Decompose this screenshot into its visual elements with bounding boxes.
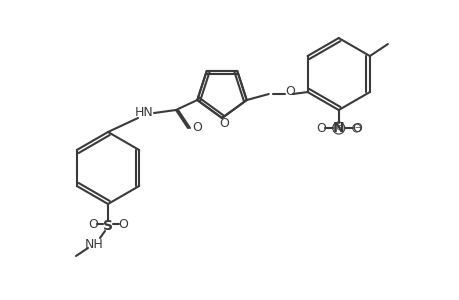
Text: HN: HN xyxy=(134,106,153,118)
Text: O: O xyxy=(284,85,294,98)
Text: NH: NH xyxy=(84,238,103,250)
Text: −: − xyxy=(353,125,359,131)
Text: ⊕: ⊕ xyxy=(335,123,341,132)
Text: N: N xyxy=(332,121,344,135)
Text: O: O xyxy=(351,122,361,134)
Text: O: O xyxy=(315,122,325,134)
Text: O: O xyxy=(118,218,128,230)
Text: O: O xyxy=(88,218,98,230)
Text: O: O xyxy=(218,116,229,130)
Text: O: O xyxy=(192,121,202,134)
Text: S: S xyxy=(103,219,113,233)
